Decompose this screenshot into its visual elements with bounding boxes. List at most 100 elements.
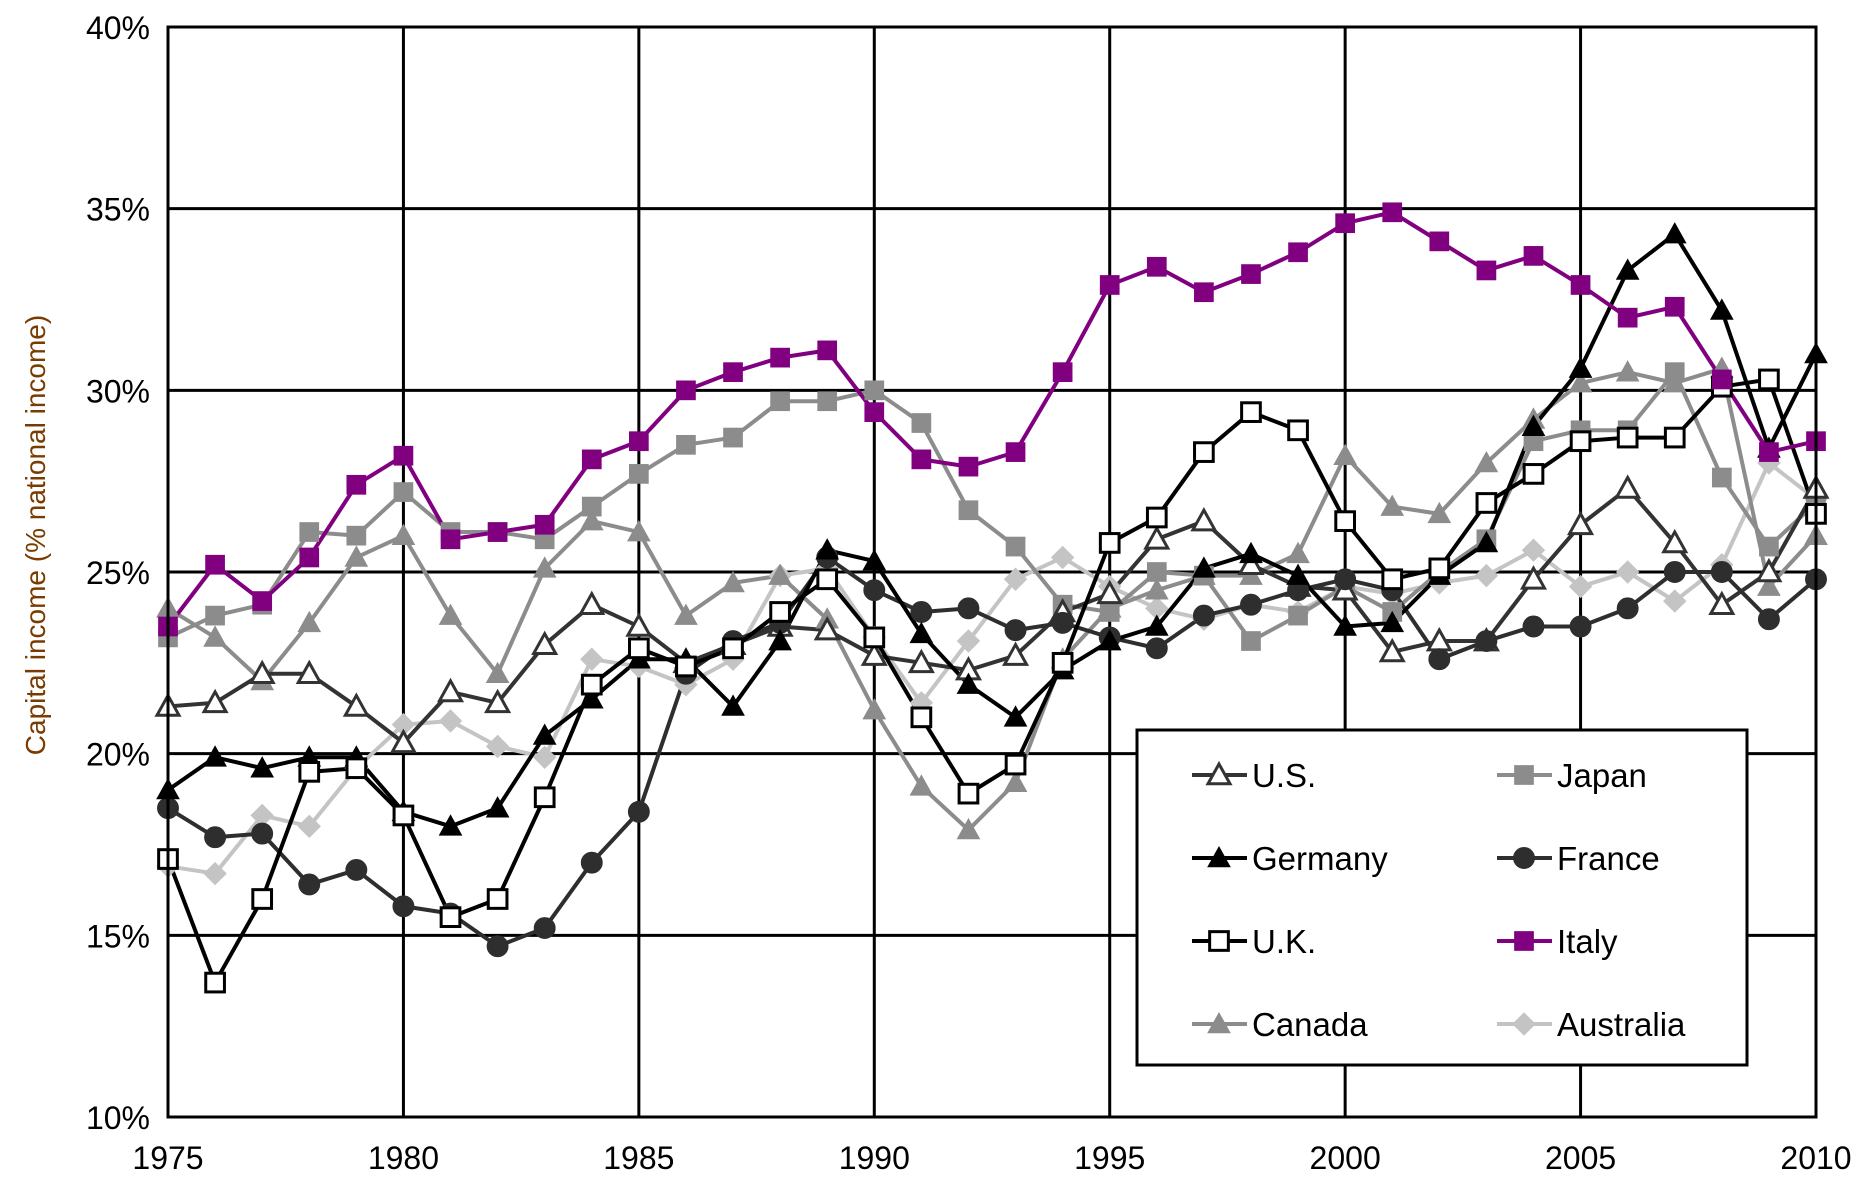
data-point-australia [1521,538,1546,562]
data-point-germany [1286,563,1310,585]
data-point-france [957,597,980,620]
data-point-france [1475,630,1498,652]
data-point-italy [1382,202,1403,223]
data-point-japan [958,500,979,521]
data-point-italy [723,362,743,383]
data-point-germany [721,694,745,716]
legend-marker [1514,765,1534,785]
data-point-australia [297,814,321,839]
data-point-italy [346,474,367,495]
data-point-france [863,579,886,602]
x-tick-label: 1985 [603,1140,674,1176]
y-tick-label: 15% [86,918,150,954]
data-point-us [1237,550,1265,576]
data-point-japan [1288,605,1308,626]
data-point-uk [580,673,603,696]
data-point-france [1334,568,1357,591]
legend: U.S. Japan Germany France U.K. Italy Canada Aus… [1135,728,1749,1067]
data-point-uk [1475,492,1498,514]
data-point-japan [1146,562,1167,582]
data-point-germany [1662,222,1687,244]
data-point-italy [440,529,461,550]
data-point-us [578,590,606,615]
y-tick-label: 20% [86,737,150,773]
data-point-france [1004,619,1027,642]
data-point-us [1001,641,1030,666]
data-point-canada [721,570,745,593]
data-point-uk [486,888,509,910]
data-point-japan [1664,362,1685,383]
data-point-france [580,851,603,874]
data-point-germany [532,723,557,745]
data-point-uk [345,757,368,780]
data-point-germany [438,814,463,836]
data-point-canada [391,523,416,545]
data-point-uk [533,786,556,809]
data-point-uk [1287,419,1309,442]
legend-box [1135,728,1749,1067]
data-point-us [1567,510,1595,536]
y-tick-label: 35% [86,192,150,228]
data-point-us [1190,507,1218,532]
data-point-canada [1333,443,1357,466]
data-point-france [1051,611,1074,634]
legend-item-uk: U.K. [1192,923,1316,960]
data-point-germany [815,538,840,560]
data-point-italy [393,445,414,466]
data-point-us [1708,590,1736,615]
data-point-italy [770,347,790,368]
data-point-germany [1192,556,1216,578]
legend-item-germany: Germany [1192,840,1388,877]
data-point-france [251,822,274,845]
x-tick-label: 1980 [368,1140,439,1176]
data-point-france [1428,648,1451,671]
legend-marker [1207,1011,1231,1034]
data-point-uk [1616,426,1639,449]
data-point-france [1145,637,1168,660]
data-point-uk [251,888,274,910]
data-point-germany [1097,629,1122,651]
data-point-italy [1523,246,1544,266]
data-point-japan [581,496,602,517]
data-point-canada [768,563,792,585]
data-point-us [531,630,559,655]
legend-marker [1513,847,1535,869]
data-point-uk [204,971,226,994]
data-point-germany [956,672,981,694]
data-point-japan [1005,536,1026,557]
data-point-canada [579,509,604,531]
data-point-france [1757,608,1780,631]
data-point-france [533,917,556,940]
data-point-italy [1099,275,1120,295]
data-point-germany [768,629,792,651]
data-point-italy [1335,213,1355,234]
data-point-italy [1052,362,1073,383]
data-point-us [201,688,229,714]
data-point-uk [1193,441,1215,463]
legend-item-canada: Canada [1192,1006,1368,1043]
legend-item-us: U.S. [1192,757,1316,794]
x-tick-label: 2010 [1780,1140,1851,1176]
data-point-australia [203,861,227,886]
series-points-france [157,546,1827,958]
data-point-canada [627,520,651,542]
data-point-japan [346,525,367,546]
data-point-us [1661,528,1689,554]
data-point-uk [863,626,886,649]
data-point-uk [957,782,980,805]
data-point-australia [438,709,463,733]
data-point-us [484,688,512,714]
data-point-us [1096,579,1124,605]
series-points-uk [157,368,1827,994]
data-point-japan [1711,467,1732,488]
x-tick-label: 1995 [1074,1140,1145,1176]
data-point-italy [252,591,273,611]
y-tick-label: 40% [86,10,150,46]
y-axis-label: Capital income (% national income) [20,315,51,755]
data-point-germany [1003,705,1028,727]
series-line-canada [166,366,1818,832]
data-point-canada [862,698,887,720]
data-point-italy [1429,231,1450,252]
data-point-france [204,826,227,849]
